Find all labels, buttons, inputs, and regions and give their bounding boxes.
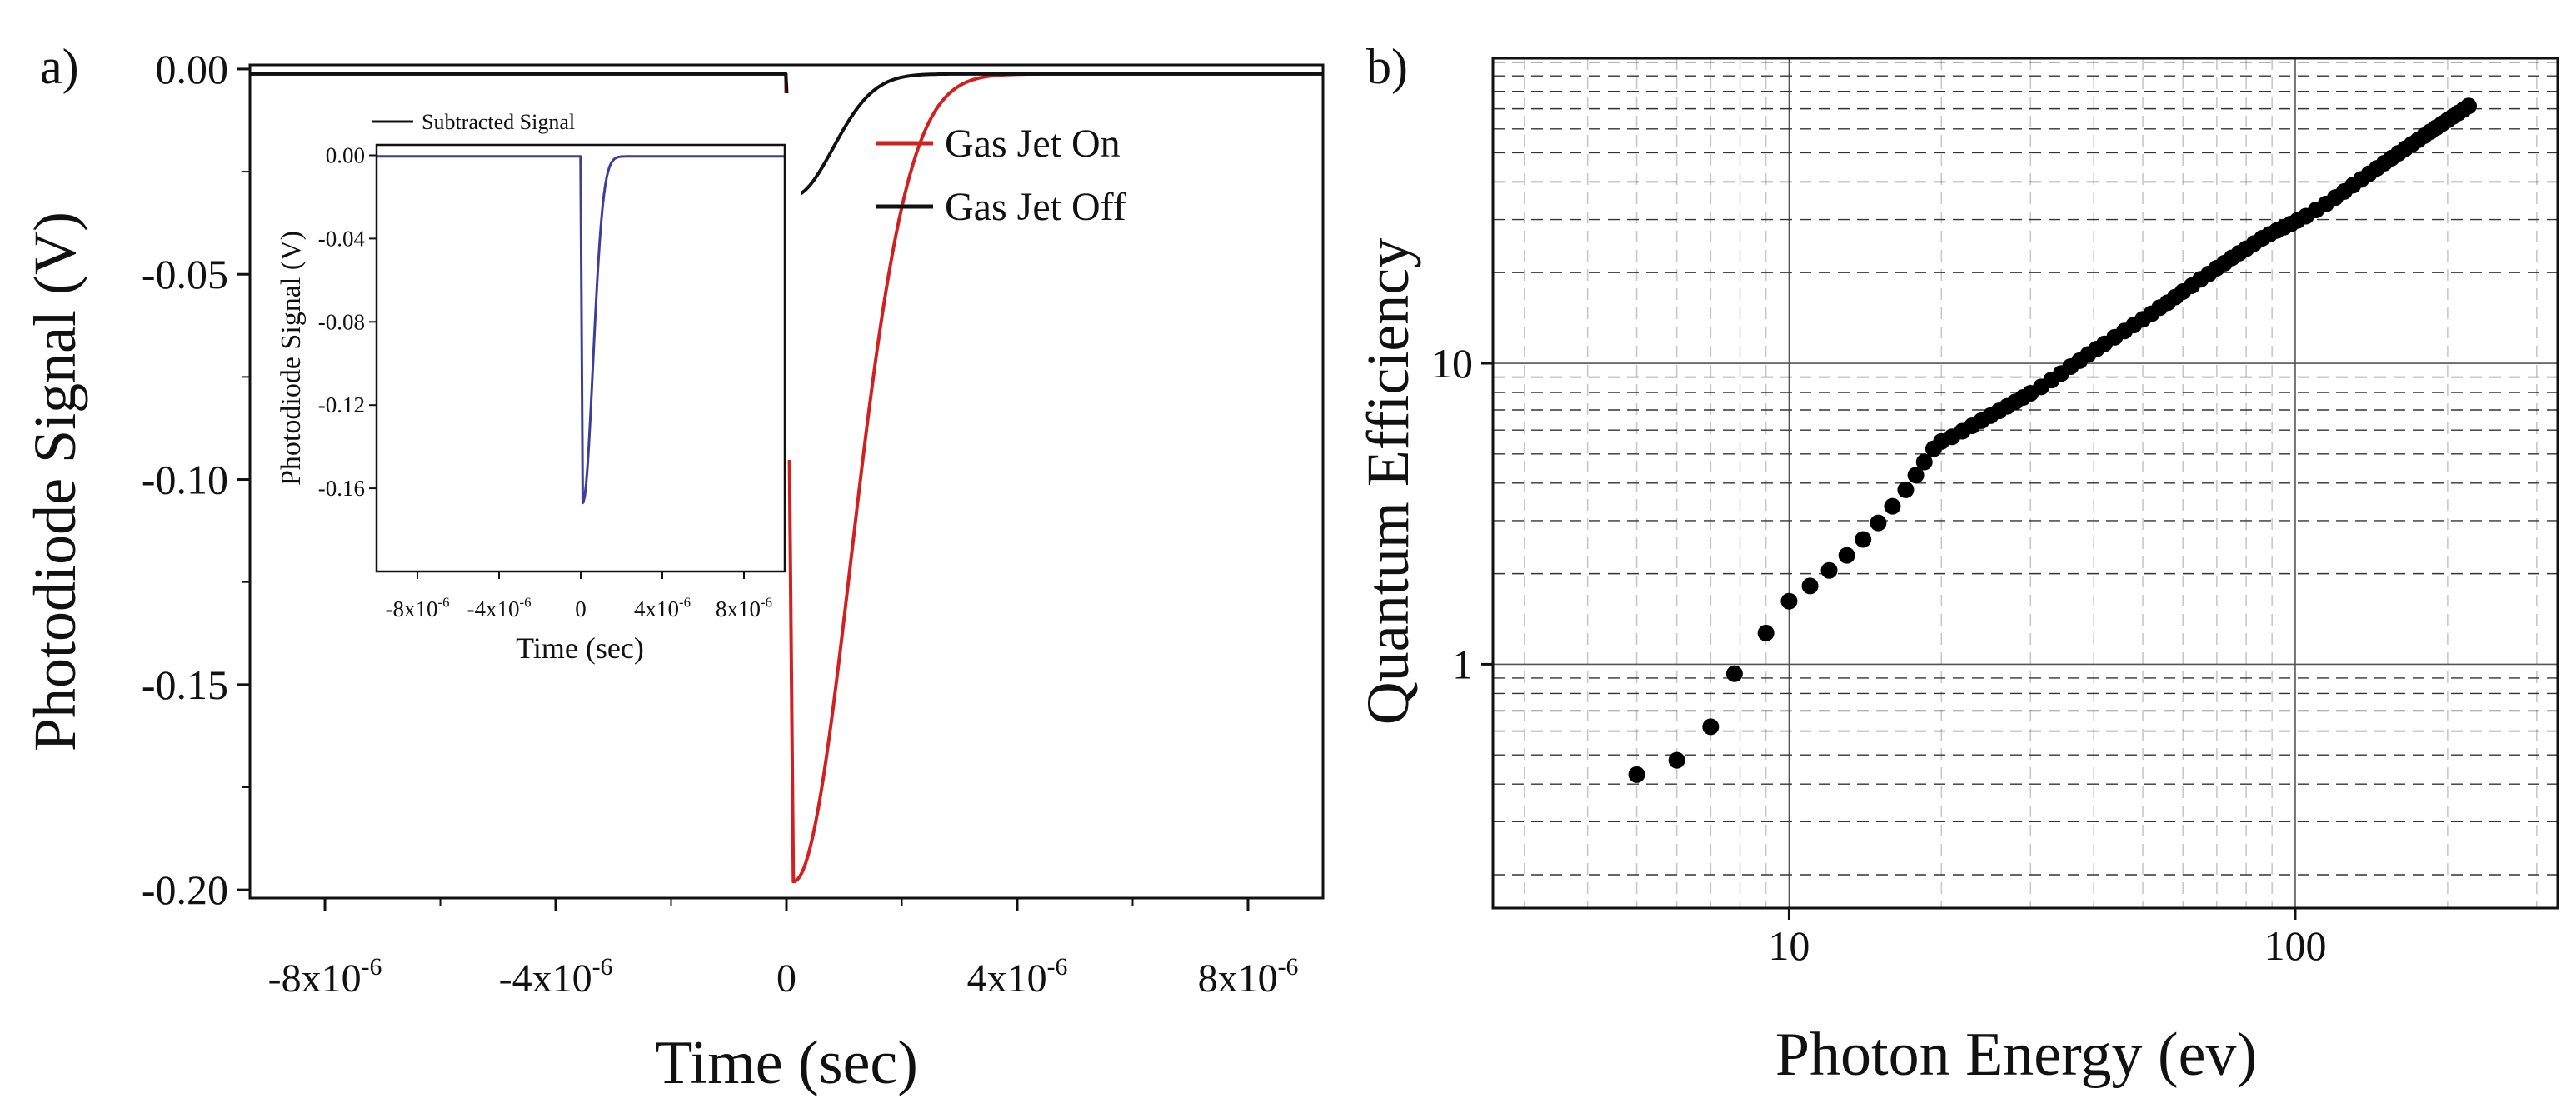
inset-y-tick-label: -0.12 (318, 392, 365, 417)
data-point (1668, 751, 1685, 769)
x-tick-label-base: 0 (776, 956, 796, 1001)
inset-x-tick-label: -8x10-6 (386, 595, 450, 621)
panel-a-plot-frame (248, 63, 1325, 900)
inset-x-tick-label-base: -4x10 (467, 596, 520, 621)
panel-b-axes: 10 100 1 10 (1431, 340, 2326, 969)
inset-legend-label: Subtracted Signal (422, 110, 575, 134)
panel-a-line-chart: a) 0.00-0.05-0.10-0.15-0.20 -8x10-6 -4x10… (22, 39, 1325, 1097)
inset-x-axis: -8x10-6 -4x10-6 0 4x10-6 8x10-6 (386, 571, 772, 621)
data-point (1838, 547, 1855, 564)
data-point (1757, 624, 1775, 641)
inset-y-tick-label: -0.16 (318, 476, 365, 501)
panel-a-label: a) (40, 39, 79, 94)
inset-background (268, 93, 801, 460)
inset-y-axis: 0.00 -0.04 -0.08 -0.12 -0.16 (318, 142, 377, 501)
y-tick-label: -0.10 (142, 457, 228, 503)
x-tick-label: -4x10-6 (499, 953, 613, 1001)
x-tick-label: 0 (776, 956, 796, 1001)
panel-b-points (1628, 97, 2478, 783)
panel-b-label: b) (1366, 39, 1408, 94)
data-point (1855, 531, 1872, 548)
x-tick-label-base: -4x10 (499, 956, 592, 1001)
inset-y-axis-title: Photodiode Signal (V) (276, 231, 307, 486)
legend-label-gas-jet-off: Gas Jet Off (945, 185, 1126, 229)
inset-series-line-subtracted-signal (377, 155, 785, 505)
x-tick-label-base: -8x10 (268, 956, 362, 1001)
data-point (1915, 453, 1933, 471)
panel-a-inset-chart: 0.00-0.04-0.08-0.12-0.16 -8x10-6 -4x10-6 0… (268, 93, 801, 665)
y-tick-label: -0.20 (142, 866, 228, 913)
panel-b-grid (1493, 58, 2558, 908)
panel-b-scatter-chart: b) 10 100 1 10 Quantum Efficiency Photon En… (1355, 39, 2559, 1089)
x-tick-label: -8x10-6 (268, 953, 382, 1001)
panel-a-x-axis: -8x10-6 -4x10-6 0 4x10-6 8x10-6 (268, 898, 1299, 1001)
data-point (1801, 577, 1819, 595)
panel-b-y-axis-title: Quantum Efficiency (1355, 238, 1421, 725)
data-point (1897, 481, 1915, 498)
x-tick-label: 10 (1768, 922, 1810, 969)
panel-a-legend: Gas Jet On Gas Jet Off (876, 122, 1126, 229)
x-tick-label: 8x10-6 (1198, 953, 1299, 1001)
y-tick-label: -0.05 (142, 251, 228, 297)
inset-x-tick-label-base: -8x10 (386, 596, 438, 621)
data-point (1907, 467, 1925, 484)
y-tick-label: 1 (1452, 641, 1473, 687)
inset-x-tick-label: 8x10-6 (716, 595, 772, 621)
data-point (1780, 592, 1798, 610)
panel-a-y-axis: 0.00 -0.05 -0.10 -0.15 -0.20 (142, 46, 250, 913)
inset-x-tick-label-base: 8x10 (716, 596, 761, 621)
inset-x-tick-label-base: 4x10 (634, 596, 679, 621)
inset-x-axis-title: Time (sec) (516, 631, 644, 665)
x-tick-label-exponent: -6 (362, 953, 382, 981)
data-point (1628, 766, 1645, 783)
x-tick-label-base: 4x10 (967, 956, 1047, 1001)
panel-a-y-axis-title: Photodiode Signal (V) (22, 212, 88, 751)
inset-y-tick-label: 0.00 (326, 142, 365, 167)
inset-plot-frame (375, 143, 786, 573)
y-tick-label: 10 (1431, 340, 1473, 387)
legend-label-gas-jet-on: Gas Jet On (945, 122, 1121, 166)
data-point (1820, 561, 1838, 579)
x-tick-label-exponent: -6 (1047, 953, 1068, 981)
data-point (1870, 514, 1887, 532)
y-tick-label: 0.00 (156, 46, 229, 92)
data-point (1884, 497, 1901, 515)
inset-y-tick-label: -0.04 (318, 226, 366, 251)
inset-x-tick-label-exponent: -6 (679, 595, 691, 611)
x-tick-label-exponent: -6 (592, 953, 613, 981)
inset-x-tick-label: 4x10-6 (634, 595, 691, 621)
y-tick-label: -0.15 (142, 661, 228, 708)
inset-x-tick-label-exponent: -6 (438, 595, 450, 611)
inset-series-group (377, 155, 785, 505)
x-tick-label: 4x10-6 (967, 953, 1068, 1001)
panel-a-x-axis-title: Time (sec) (655, 1029, 918, 1097)
inset-x-tick-label: -4x10-6 (467, 595, 532, 621)
panel-b-x-axis-title: Photon Energy (ev) (1775, 1021, 2257, 1089)
data-point (2460, 97, 2478, 115)
x-tick-label-base: 8x10 (1198, 956, 1278, 1001)
x-tick-label: 100 (2264, 922, 2326, 969)
data-point (1702, 718, 1720, 736)
data-point (1725, 665, 1743, 682)
inset-x-tick-label-exponent: -6 (520, 595, 532, 611)
inset-x-tick-label-base: 0 (575, 596, 587, 621)
series-line-gas-jet-off (250, 72, 1323, 198)
x-tick-label-exponent: -6 (1278, 953, 1299, 981)
inset-y-tick-label: -0.08 (318, 309, 365, 334)
inset-x-tick-label-exponent: -6 (761, 595, 772, 611)
panel-b-plot-frame (1491, 57, 2559, 910)
inset-x-tick-label: 0 (575, 596, 587, 621)
